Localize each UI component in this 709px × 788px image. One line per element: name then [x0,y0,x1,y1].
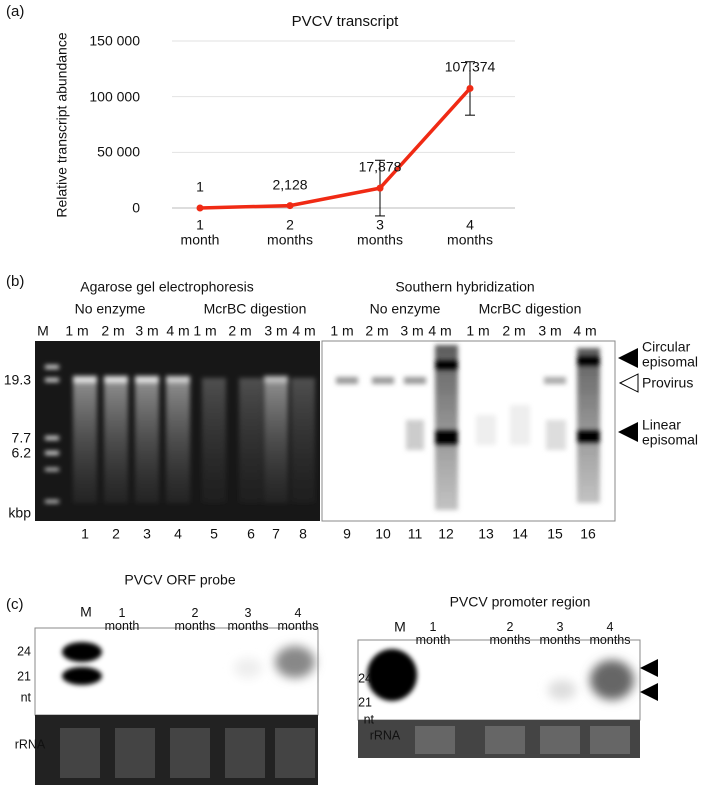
lane-label: M [394,618,406,635]
data-point [196,204,204,212]
value-label: 17,878 [358,158,402,175]
lane-label: 4 m [166,322,190,339]
size-marker: 7.7 [11,429,31,446]
lane-label: 3 months [227,605,269,633]
band-annotation: Linear episomal [642,416,699,447]
x-tick-label: 4 months [447,216,493,247]
promoter-blot [357,639,658,758]
value-label: 107,374 [444,59,496,76]
y-tick-label: 0 [132,199,140,216]
lane-label: 3 m [264,322,288,339]
lane-label: 2 m [365,322,389,339]
lane-number: 7 [272,525,280,542]
panel-label: (c) [6,596,24,614]
lane-label: 1 m [466,322,490,339]
lane-label: 1 m [330,322,354,339]
size-marker: 24 [17,644,31,659]
southern-title: Southern hybridization [395,278,535,295]
group-label: No enzyme [74,300,146,317]
orf-blot [34,627,319,785]
lane-label: 4 m [292,322,316,339]
southern-blot [321,340,639,522]
data-line [199,87,472,210]
blot-title: PVCV promoter region [449,593,591,610]
rrna-label: rRNA [14,737,46,752]
y-tick-label: 50 000 [97,143,140,160]
size-marker: 21 [358,695,372,710]
rrna-label: rRNA [369,728,401,743]
group-label: No enzyme [369,300,441,317]
lane-label: 1 month [104,605,140,633]
lane-number: 2 [112,525,120,542]
lane-number: 4 [174,525,182,542]
lane-number: 9 [343,525,351,542]
data-point [466,84,474,92]
size-marker: nt [363,712,374,727]
agarose-gel [35,341,320,521]
lane-label: 1 month [415,619,451,647]
lane-label: 2 months [174,605,216,633]
data-point [286,202,294,210]
panel-label: (b) [6,273,25,291]
x-tick-label: 1 month [180,216,220,247]
lane-label: 3 m [400,322,424,339]
lane-number: 15 [547,525,563,542]
value-label: 1 [196,178,204,195]
lane-label: 1 m [193,322,217,339]
lane-label: 2 m [502,322,526,339]
lane-number: 3 [143,525,151,542]
lane-number: 14 [512,525,528,542]
lane-label: 2 m [101,322,125,339]
data-point [376,184,384,192]
lane-label: 4 months [277,605,319,633]
y-tick-label: 150 000 [89,32,140,49]
lane-label: 3 m [538,322,562,339]
lane-label: M [80,603,92,620]
lane-label: 3 months [539,619,581,647]
size-marker: nt [20,690,31,705]
lane-number: 5 [210,525,218,542]
x-tick-label: 2 months [267,216,313,247]
lane-label: 2 m [228,322,252,339]
y-tick-label: 100 000 [89,88,140,105]
blot-title: PVCV ORF probe [124,571,236,588]
y-axis-label: Relative transcript abundance [53,32,70,218]
panel-label: (a) [6,3,25,21]
lane-label: 4 m [573,322,597,339]
size-marker: kbp [8,504,31,521]
lane-number: 10 [375,525,391,542]
lane-number: 11 [407,525,423,542]
lane-label: 4 m [428,322,452,339]
lane-label: 4 months [589,619,631,647]
group-label: McrBC digestion [203,300,307,317]
lane-number: 13 [478,525,494,542]
lane-label: 1 m [65,322,89,339]
size-marker: 19.3 [3,371,31,388]
band-annotation: Circular episomal [642,338,699,369]
lane-number: 12 [438,525,454,542]
value-label: 2,128 [272,176,308,193]
lane-number: 16 [580,525,596,542]
band-annotation: Provirus [642,374,694,391]
group-label: McrBC digestion [478,300,582,317]
lane-label: M [37,322,49,339]
gel-title: Agarose gel electrophoresis [80,278,254,295]
chart-title: PVCV transcript [291,13,399,31]
size-marker: 6.2 [11,444,31,461]
size-marker: 24 [358,671,372,686]
lane-label: 3 m [135,322,159,339]
lane-number: 6 [247,525,255,542]
size-marker: 21 [17,669,31,684]
x-tick-label: 3 months [357,216,403,247]
lane-number: 8 [299,525,307,542]
lane-label: 2 months [489,619,531,647]
lane-number: 1 [81,525,89,542]
